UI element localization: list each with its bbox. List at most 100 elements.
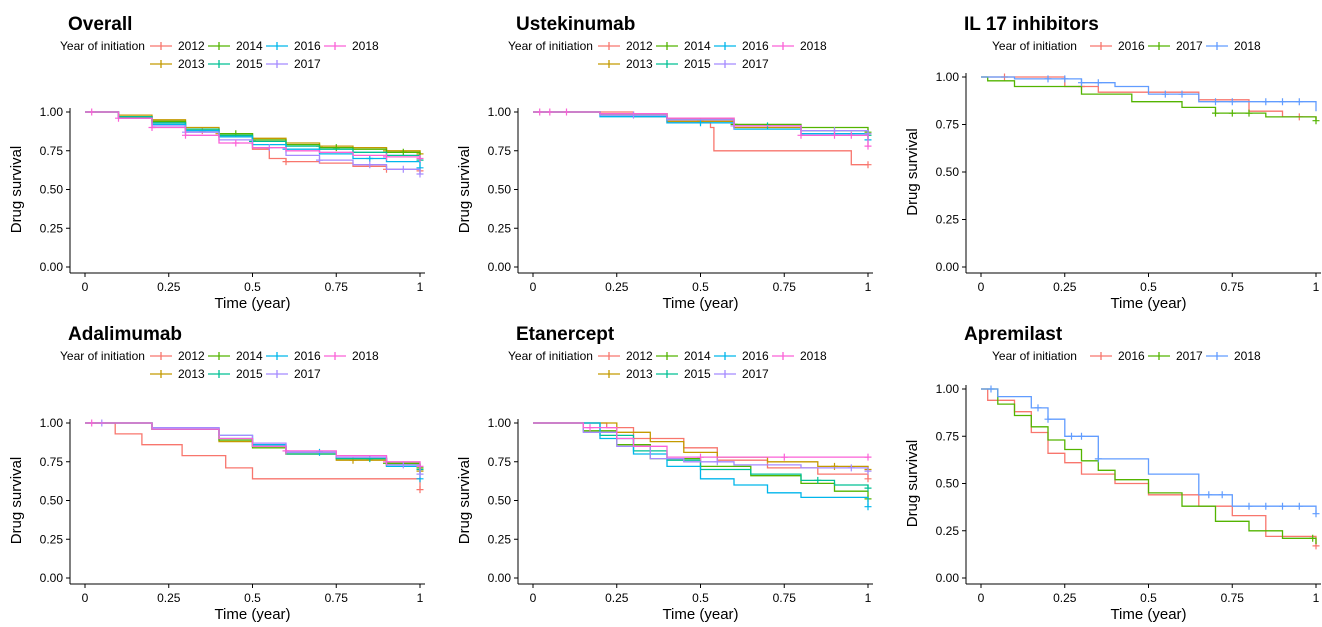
censor-mark — [366, 161, 374, 169]
censor-mark — [713, 458, 721, 466]
censor-mark — [349, 456, 357, 464]
legend-item-2017: 2017 — [266, 367, 321, 381]
x-tick-label: 1 — [417, 280, 424, 294]
x-tick-label: 1 — [1313, 280, 1320, 294]
censor-mark — [1228, 109, 1236, 117]
x-axis-label: Time (year) — [662, 295, 738, 312]
censor-mark — [831, 462, 838, 470]
y-tick-label: 0.75 — [936, 429, 960, 443]
legend-item-2018: 2018 — [324, 39, 379, 53]
censor-mark — [864, 484, 872, 492]
legend-label: 2014 — [684, 349, 711, 363]
censor-mark — [1044, 415, 1052, 423]
series-2016 — [85, 422, 424, 483]
legend-label: 2016 — [294, 39, 321, 53]
y-tick-label: 0.75 — [488, 144, 512, 158]
censor-mark — [416, 155, 424, 162]
censor-mark — [864, 503, 872, 511]
censor-mark — [814, 476, 822, 484]
censor-mark — [864, 161, 872, 169]
y-axis-label: Drug survival — [8, 146, 25, 234]
x-axis-label: Time (year) — [662, 606, 738, 623]
panel-title: IL 17 inhibitors — [964, 14, 1099, 35]
y-tick-label: 0.00 — [936, 260, 960, 274]
x-tick-label: 0 — [530, 280, 537, 294]
series-line-2018 — [533, 111, 869, 147]
y-axis-label: Drug survival — [904, 128, 921, 216]
legend-item-2018: 2018 — [772, 39, 827, 53]
y-tick-label: 0.50 — [936, 477, 960, 491]
censor-mark — [1245, 502, 1253, 510]
censor-mark — [1279, 502, 1286, 510]
legend-item-2016: 2016 — [1090, 39, 1145, 53]
y-axis-label: Drug survival — [456, 146, 473, 234]
legend-label: 2016 — [1118, 349, 1145, 363]
y-axis-label: Drug survival — [456, 457, 473, 545]
y-tick-label: 0.00 — [40, 260, 64, 274]
censor-mark — [1228, 98, 1236, 106]
panel-ustekinumab: Ustekinumab Year of initiation 2012 2013 201… — [456, 14, 873, 312]
y-tick-label: 0.25 — [936, 524, 960, 538]
censor-mark — [864, 142, 872, 150]
x-tick-label: 0.75 — [1221, 591, 1245, 605]
series-2017 — [85, 419, 424, 478]
legend-item-2013: 2013 — [150, 57, 205, 71]
legend-item-2016: 2016 — [1090, 349, 1145, 363]
y-tick-label: 1.00 — [936, 70, 960, 84]
y-tick-label: 0.75 — [936, 118, 960, 132]
legend-item-2013: 2013 — [598, 57, 653, 71]
censor-mark — [232, 139, 240, 147]
y-axis-label: Drug survival — [904, 440, 921, 528]
censor-mark — [416, 486, 424, 494]
series-2018 — [85, 419, 424, 470]
x-axis-label: Time (year) — [1110, 295, 1186, 312]
censor-mark — [182, 131, 189, 139]
censor-mark — [1245, 109, 1253, 117]
series-line-2017 — [533, 422, 869, 472]
legend-item-2017: 2017 — [266, 57, 321, 71]
y-tick-label: 1.00 — [40, 105, 64, 119]
censor-mark — [563, 108, 570, 116]
censor-mark — [1078, 432, 1085, 440]
legend-item-2014: 2014 — [208, 39, 263, 53]
censor-mark — [630, 111, 637, 119]
series-2017 — [533, 422, 872, 475]
censor-mark — [1279, 98, 1286, 106]
legend-label: 2013 — [626, 57, 653, 71]
censor-mark — [780, 453, 788, 461]
legend-label: 2013 — [178, 367, 205, 381]
legend-label: 2013 — [178, 57, 205, 71]
censor-mark — [1218, 491, 1226, 499]
panel-apremilast: Apremilast Year of initiation 2016 2017 2018… — [904, 324, 1321, 623]
censor-mark — [366, 455, 374, 463]
panel-title: Overall — [68, 14, 132, 35]
x-tick-label: 0 — [82, 280, 89, 294]
y-tick-label: 0.00 — [488, 260, 512, 274]
legend-label: 2015 — [236, 367, 263, 381]
legend-item-2015: 2015 — [656, 57, 711, 71]
y-tick-label: 0.50 — [488, 494, 512, 508]
y-tick-label: 0.25 — [488, 221, 512, 235]
censor-mark — [1094, 79, 1102, 87]
legend-label: 2018 — [352, 39, 379, 53]
legend-item-2016: 2016 — [714, 39, 769, 53]
censor-mark — [1262, 98, 1270, 106]
series-line-2017 — [981, 76, 1317, 121]
x-axis-label: Time (year) — [214, 295, 290, 312]
x-tick-label: 0.25 — [605, 280, 629, 294]
legend-label: 2013 — [626, 367, 653, 381]
censor-mark — [1312, 117, 1320, 125]
y-tick-label: 1.00 — [488, 416, 512, 430]
censor-mark — [697, 119, 704, 127]
y-tick-label: 1.00 — [40, 416, 64, 430]
x-tick-label: 1 — [1313, 591, 1320, 605]
legend-item-2012: 2012 — [598, 39, 653, 53]
legend-item-2017: 2017 — [714, 367, 769, 381]
legend-label: 2018 — [1234, 349, 1261, 363]
x-tick-label: 1 — [417, 591, 424, 605]
censor-mark — [1295, 502, 1303, 510]
censor-mark — [1212, 109, 1219, 117]
x-tick-label: 0.25 — [1053, 591, 1077, 605]
series-line-2017 — [981, 388, 1317, 544]
legend-label: 2012 — [178, 39, 205, 53]
